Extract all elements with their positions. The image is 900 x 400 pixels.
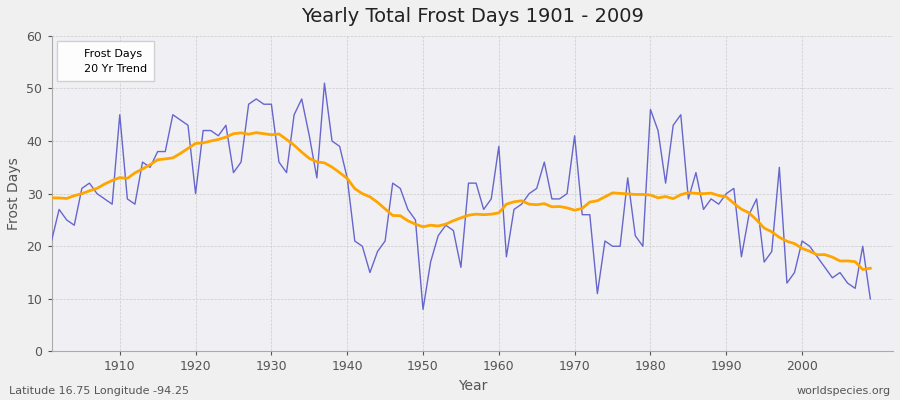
Line: 20 Yr Trend: 20 Yr Trend <box>51 133 870 270</box>
Y-axis label: Frost Days: Frost Days <box>7 157 21 230</box>
20 Yr Trend <box>592 198 603 203</box>
20 Yr Trend <box>493 210 504 215</box>
Frost Days <box>865 296 876 301</box>
Text: worldspecies.org: worldspecies.org <box>796 386 891 396</box>
20 Yr Trend <box>251 130 262 135</box>
20 Yr Trend <box>327 165 338 170</box>
Frost Days <box>599 238 610 243</box>
20 Yr Trend <box>107 178 118 183</box>
20 Yr Trend <box>46 196 57 200</box>
20 Yr Trend <box>858 267 868 272</box>
Frost Days <box>320 81 330 86</box>
20 Yr Trend <box>281 137 292 142</box>
Frost Days <box>327 139 338 144</box>
Legend: Frost Days, 20 Yr Trend: Frost Days, 20 Yr Trend <box>57 41 154 81</box>
Frost Days <box>107 202 118 206</box>
Line: Frost Days: Frost Days <box>51 83 870 309</box>
20 Yr Trend <box>865 266 876 271</box>
Frost Days <box>418 307 428 312</box>
20 Yr Trend <box>501 202 512 206</box>
Frost Days <box>46 238 57 243</box>
Frost Days <box>508 207 519 212</box>
Title: Yearly Total Frost Days 1901 - 2009: Yearly Total Frost Days 1901 - 2009 <box>301 7 644 26</box>
Text: Latitude 16.75 Longitude -94.25: Latitude 16.75 Longitude -94.25 <box>9 386 189 396</box>
X-axis label: Year: Year <box>457 379 487 393</box>
Frost Days <box>274 160 284 164</box>
Frost Days <box>501 254 512 259</box>
